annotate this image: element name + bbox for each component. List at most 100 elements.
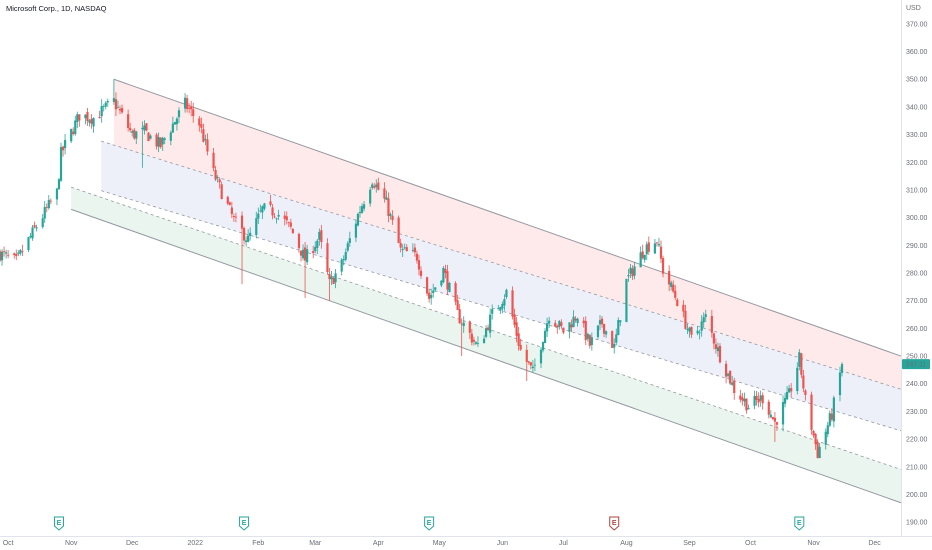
- candle-body: [796, 367, 799, 392]
- candle-body: [543, 330, 547, 344]
- candle-body: [218, 179, 221, 183]
- candlestick-series: [0, 79, 844, 459]
- candle-body: [143, 125, 146, 131]
- candle-body: [149, 135, 152, 139]
- candle-body: [100, 106, 103, 117]
- candle-body: [114, 99, 118, 110]
- candle-body: [206, 139, 209, 152]
- candle-body: [116, 106, 120, 108]
- candle-body: [358, 212, 362, 214]
- candle-body: [78, 114, 81, 121]
- candle-body: [747, 407, 750, 410]
- y-tick-label: 320.00: [906, 160, 928, 167]
- time-axis[interactable]: Oct Nov Dec 2022 Feb Mar Apr May Jun Jul Aug Sep Oct…: [3, 540, 882, 547]
- candle-body: [688, 327, 691, 332]
- price-axis[interactable]: 190.00 200.00 210.00 220.00 230.00 240.00 250.…: [906, 21, 928, 526]
- candle-body: [7, 254, 10, 256]
- candle-body: [816, 441, 819, 458]
- candle-body: [690, 327, 693, 335]
- candle-body: [31, 227, 34, 239]
- candle-body: [727, 373, 730, 376]
- candle-body: [291, 228, 294, 234]
- candle-body: [576, 318, 579, 324]
- candle-body: [432, 290, 435, 294]
- candle-body: [588, 335, 591, 346]
- candle-body: [448, 282, 451, 292]
- x-tick-label: Dec: [126, 540, 139, 547]
- candle-body: [741, 397, 744, 401]
- candle-body: [55, 188, 59, 200]
- x-tick-label: Nov: [65, 540, 78, 547]
- candle-body: [484, 328, 488, 337]
- candle-body: [106, 101, 109, 103]
- candle-body: [389, 214, 392, 216]
- channel-lower-line: [71, 208, 902, 504]
- candle-body: [391, 215, 394, 221]
- earnings-marker-icon: [609, 516, 620, 531]
- candle-body: [491, 309, 494, 314]
- candle-body: [745, 398, 748, 411]
- candle-body: [489, 314, 492, 333]
- candle-body: [647, 242, 650, 252]
- candle-body: [515, 322, 518, 336]
- x-tick-label: Oct: [3, 540, 14, 547]
- candle-body: [104, 102, 107, 107]
- candle-body: [346, 243, 349, 251]
- candle-body: [641, 251, 644, 259]
- candle-body: [419, 270, 423, 276]
- y-tick-label: 280.00: [906, 271, 928, 278]
- candle-body: [724, 363, 728, 377]
- candle-body: [511, 290, 514, 317]
- candle-body: [29, 235, 32, 238]
- candle-body: [342, 259, 345, 261]
- candle-body: [653, 243, 657, 254]
- candle-body: [468, 321, 471, 333]
- candle-body: [718, 345, 722, 363]
- candle-body: [328, 273, 331, 280]
- y-tick-label: 290.00: [906, 243, 928, 250]
- candle-body: [602, 323, 606, 334]
- candle-body: [204, 139, 207, 141]
- candle-body: [582, 320, 585, 324]
- candle-body: [840, 364, 844, 373]
- earnings-marker-icon: [239, 516, 250, 531]
- x-tick-label: Feb: [252, 540, 264, 547]
- candle-body: [604, 331, 608, 335]
- candle-body: [173, 121, 177, 125]
- candle-body: [15, 254, 18, 257]
- candle-body: [562, 327, 565, 333]
- candle-body: [90, 118, 93, 124]
- candle-body: [387, 198, 390, 217]
- candle-body: [501, 303, 504, 309]
- candle-body: [759, 395, 762, 401]
- candle-body: [183, 97, 187, 109]
- candle-body: [812, 430, 815, 436]
- x-tick-label: Jun: [497, 540, 508, 547]
- candle-body: [285, 216, 288, 221]
- candle-body: [301, 249, 305, 259]
- candle-body: [525, 349, 528, 362]
- last-price-label: 247.11: [906, 362, 927, 369]
- candle-body: [401, 249, 404, 251]
- candle-body: [584, 320, 587, 341]
- candle-body: [405, 247, 408, 252]
- candle-body: [786, 391, 789, 400]
- candle-body: [773, 417, 777, 422]
- candle-body: [826, 425, 829, 435]
- candle-body: [141, 127, 144, 130]
- candle-body: [788, 388, 791, 393]
- y-tick-label: 340.00: [906, 104, 928, 111]
- candle-body: [371, 184, 374, 188]
- y-tick-label: 210.00: [906, 464, 928, 471]
- x-tick-label: Dec: [868, 540, 881, 547]
- candle-body: [767, 401, 770, 415]
- candle-body: [399, 242, 402, 248]
- earnings-marker-icon: [794, 516, 805, 531]
- candle-body: [57, 179, 61, 190]
- candle-body: [458, 309, 461, 324]
- candle-body: [354, 223, 358, 238]
- candle-body: [686, 329, 689, 330]
- candle-body: [472, 339, 475, 342]
